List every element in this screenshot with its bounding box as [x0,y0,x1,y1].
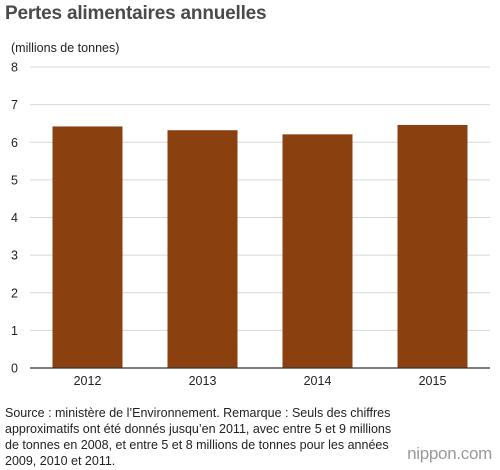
x-tick-label: 2013 [189,374,217,388]
bar [52,126,123,368]
x-tick-label: 2015 [419,374,447,388]
y-tick-label: 6 [11,136,18,150]
bar [397,124,468,368]
y-tick-label: 2 [11,286,18,300]
y-tick-label: 1 [11,324,18,338]
x-tick-label: 2012 [74,374,102,388]
y-tick-label: 5 [11,173,18,187]
source-note: Source : ministère de l’Environnement. R… [5,406,392,468]
bar-chart: 0 1 2 3 4 5 6 7 8 2012 2013 2014 2015 [11,61,490,388]
bar [167,130,238,368]
y-tick-label: 3 [11,249,18,263]
chart-title: Pertes alimentaires annuelles [5,3,267,24]
bar [282,134,353,368]
y-tick-label: 8 [11,61,18,75]
x-tick-label: 2014 [304,374,332,388]
y-axis-unit-label: (millions de tonnes) [11,41,120,55]
y-tick-label: 0 [11,362,18,376]
y-tick-label: 4 [11,211,18,225]
y-tick-label: 7 [11,98,18,112]
nippon-logo: nippon.com [407,444,492,463]
